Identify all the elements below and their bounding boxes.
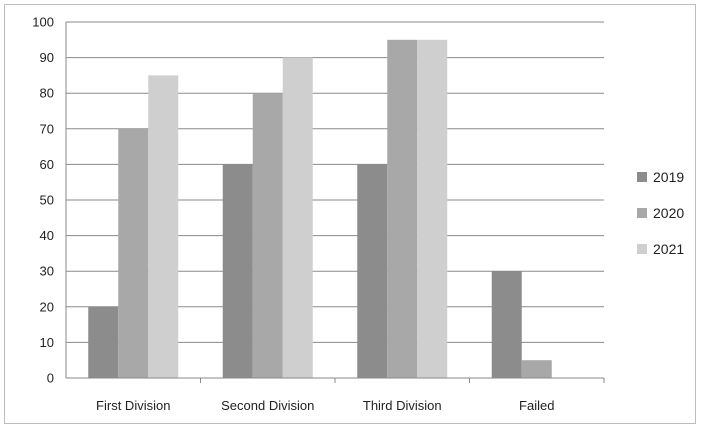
- bar: [252, 93, 283, 378]
- y-tick-label: 100: [32, 15, 54, 30]
- y-tick-label: 20: [40, 299, 54, 314]
- bar: [357, 164, 388, 378]
- y-tick-label: 70: [40, 121, 54, 136]
- x-tick-labels: First Division Second Division Third Divis…: [96, 398, 554, 413]
- legend-swatch: [637, 208, 647, 218]
- x-tick-label: Second Division: [221, 398, 314, 413]
- legend-label: 2020: [653, 205, 684, 221]
- bar: [222, 164, 253, 378]
- legend-label: 2019: [653, 169, 684, 185]
- y-tick-label: 10: [40, 335, 54, 350]
- axes: [65, 22, 605, 383]
- y-tick-label: 50: [40, 193, 54, 208]
- bar: [88, 306, 119, 378]
- legend: 2019 2020 2021: [637, 169, 684, 257]
- bar: [417, 39, 448, 379]
- bar: [118, 128, 149, 378]
- bars: [88, 39, 552, 379]
- y-tick-label: 40: [40, 228, 54, 243]
- x-tick-label: Third Division: [363, 398, 442, 413]
- y-tick-labels: 0 10 20 30 40 50 60 70 80 90 100: [32, 15, 54, 386]
- bar: [521, 360, 552, 378]
- legend-label: 2021: [653, 241, 684, 257]
- y-tick-label: 60: [40, 157, 54, 172]
- bar: [491, 271, 522, 378]
- legend-swatch: [637, 172, 647, 182]
- bar: [282, 57, 313, 378]
- y-tick-label: 30: [40, 264, 54, 279]
- x-tick-label: First Division: [96, 398, 170, 413]
- y-tick-label: 90: [40, 50, 54, 65]
- x-tick-label: Failed: [519, 398, 554, 413]
- bar: [148, 75, 179, 379]
- y-tick-label: 0: [47, 371, 54, 386]
- bar: [387, 39, 418, 379]
- y-tick-label: 80: [40, 86, 54, 101]
- legend-swatch: [637, 244, 647, 254]
